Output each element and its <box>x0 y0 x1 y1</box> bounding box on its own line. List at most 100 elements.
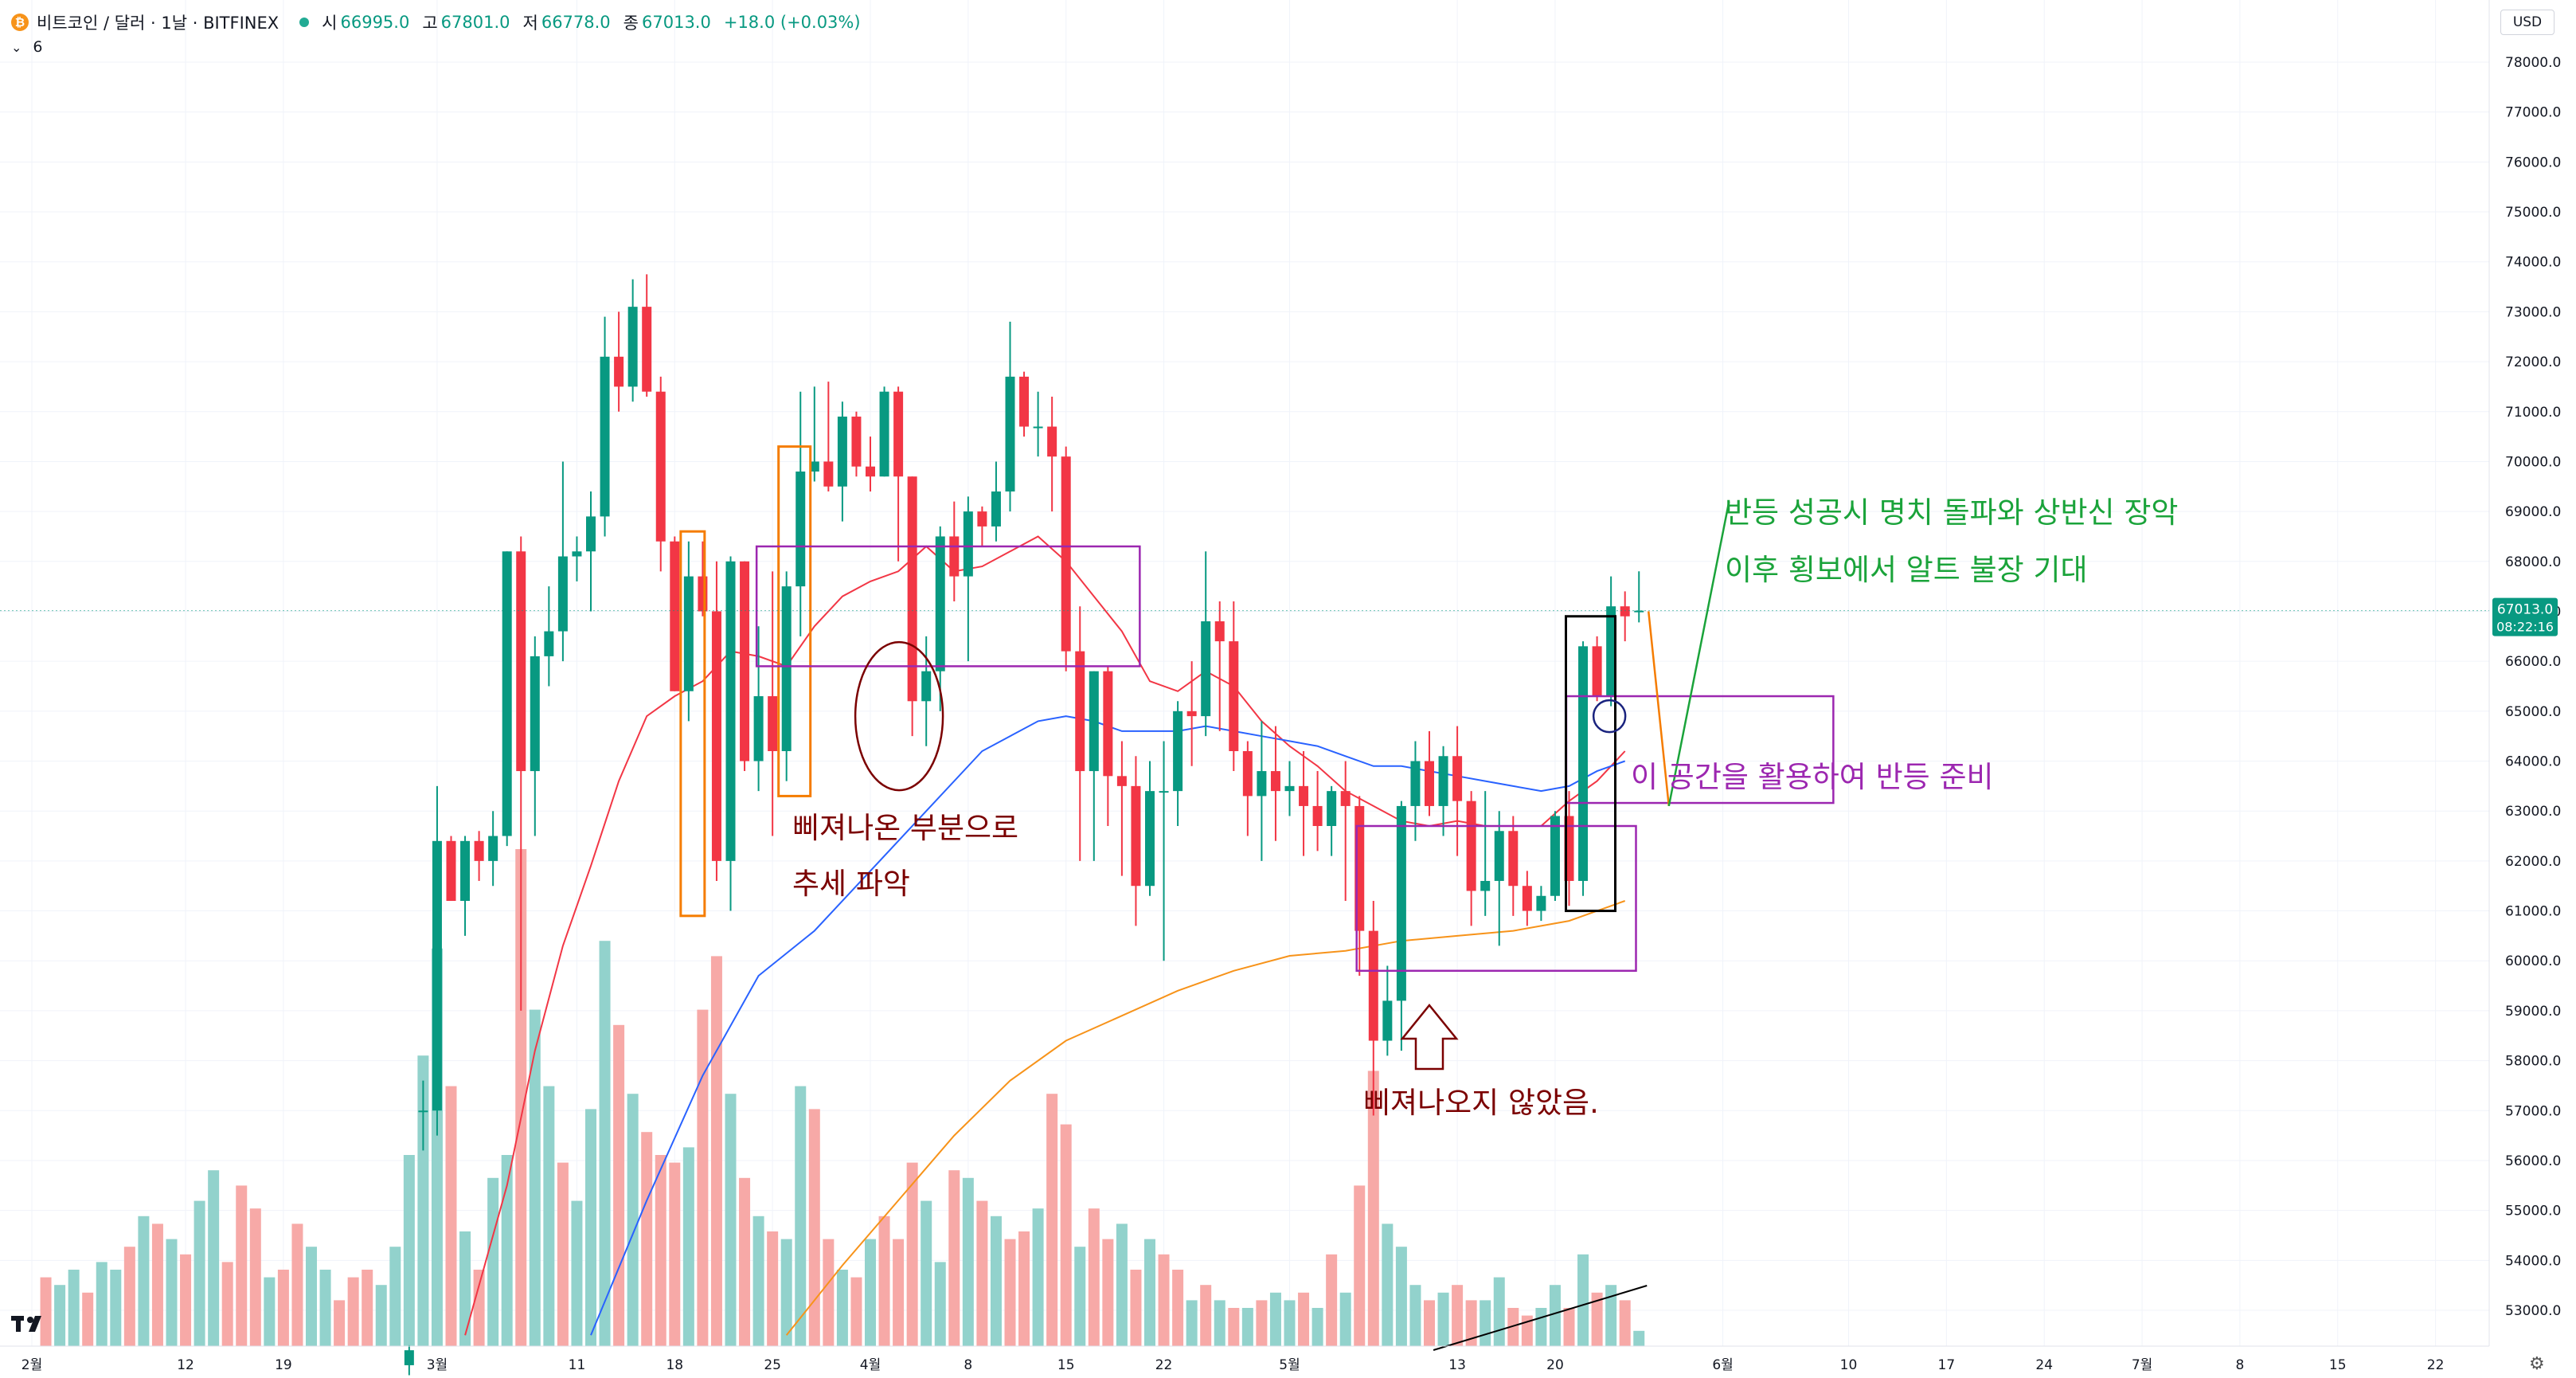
candle <box>1550 811 1560 901</box>
candle-body <box>782 586 792 751</box>
price-tick-label: 63000.0 <box>2505 804 2561 820</box>
time-tick-label: 4월 <box>860 1357 881 1373</box>
volume-bar <box>1144 1239 1155 1346</box>
low-label: 저 <box>523 10 538 34</box>
candle-body <box>1410 761 1420 806</box>
time-tick-label: 13 <box>1448 1357 1466 1373</box>
price-tick-label: 74000.0 <box>2505 255 2561 271</box>
candle-body <box>1382 1000 1392 1040</box>
candle <box>475 831 484 881</box>
candle <box>1159 741 1169 961</box>
candle-body <box>936 536 945 671</box>
candle-body <box>1495 831 1504 881</box>
price-axis[interactable]: 53000.0 54000.0 55000.0 56000.0 57000.0 58000… <box>2489 0 2561 1346</box>
candle <box>1382 966 1392 1056</box>
candle-body <box>628 307 638 386</box>
volume-bar <box>1409 1285 1421 1346</box>
symbol-title[interactable]: 비트코인 / 달러 · 1날 · BITFINEX <box>37 10 279 34</box>
candle-body <box>823 461 833 486</box>
time-tick-label: 12 <box>177 1357 194 1373</box>
candle-body <box>586 516 596 551</box>
candle <box>1201 551 1210 736</box>
candle-body <box>1006 377 1015 491</box>
candle <box>712 562 721 881</box>
candle <box>1047 397 1057 511</box>
candle-body <box>1201 621 1210 716</box>
up-arrow-icon <box>1402 1005 1456 1069</box>
time-tick-label: 6월 <box>1712 1357 1733 1373</box>
candle <box>405 1345 414 1376</box>
candle <box>1173 701 1182 826</box>
candle <box>1327 786 1336 856</box>
open-value: 66995.0 <box>340 13 409 32</box>
candle-body <box>1117 776 1127 786</box>
volume-bar <box>1089 1208 1100 1346</box>
candle-body <box>1369 931 1378 1041</box>
candle <box>1215 601 1225 731</box>
volume-bar <box>1550 1285 1561 1346</box>
candle-body <box>1145 791 1155 886</box>
change-value: +18.0 (+0.03%) <box>724 13 861 32</box>
candle-body <box>1341 791 1351 806</box>
tradingview-logo-icon[interactable] <box>11 1313 53 1335</box>
candle <box>1089 671 1099 861</box>
candle <box>866 436 875 491</box>
symbol-header[interactable]: ₿ 비트코인 / 달러 · 1날 · BITFINEX 시 66995.0 고 67… <box>11 10 874 35</box>
volume-bar <box>278 1270 289 1346</box>
volume-bar <box>110 1270 121 1346</box>
time-tick-label: 2월 <box>21 1357 42 1373</box>
volume-bar <box>1480 1300 1491 1346</box>
settings-gear-icon[interactable]: ⚙ <box>2529 1354 2545 1374</box>
candle <box>656 377 666 571</box>
candle <box>1634 571 1644 622</box>
volume-bar <box>809 1109 820 1346</box>
candle <box>1075 606 1085 861</box>
volume-bar <box>1605 1285 1616 1346</box>
candle-body <box>1620 606 1630 617</box>
price-tick-label: 70000.0 <box>2505 454 2561 470</box>
candle-body <box>572 551 581 556</box>
volume-bar <box>306 1247 317 1346</box>
candle <box>1145 761 1155 896</box>
volume-bar <box>1340 1293 1351 1346</box>
volume-bar <box>1200 1285 1211 1346</box>
candle-body <box>1019 377 1029 427</box>
volume-bar <box>250 1208 261 1346</box>
indicators-toggle[interactable]: ⌄ 6 <box>11 38 43 56</box>
candle-body <box>726 562 736 861</box>
candle <box>991 461 1001 541</box>
candle <box>1299 751 1308 856</box>
volume-bar <box>600 941 611 1346</box>
candle <box>1285 761 1295 816</box>
candle-body <box>432 841 442 1110</box>
volume-bar <box>1172 1270 1183 1346</box>
volume-bar <box>865 1239 876 1346</box>
price-tick-label: 53000.0 <box>2505 1303 2561 1319</box>
candle-body <box>740 562 749 761</box>
time-tick-label: 7월 <box>2132 1357 2152 1373</box>
volume-bar <box>138 1216 149 1346</box>
time-axis[interactable]: 2월 12 19 3월 11 18 25 4월 8 15 22 5월 13 20 6월 10 17 24 7월 8 15… <box>0 1346 2489 1373</box>
candle-body <box>866 467 875 477</box>
volume-bar <box>963 1178 974 1346</box>
volume-bar <box>991 1216 1002 1346</box>
candle <box>782 571 792 781</box>
candle-body <box>405 1350 414 1365</box>
volume-bar <box>697 1010 708 1346</box>
volume-bar <box>96 1262 107 1346</box>
price-tick-label: 72000.0 <box>2505 354 2561 370</box>
time-tick-label: 22 <box>2427 1357 2445 1373</box>
volume-bar <box>152 1223 163 1346</box>
grid-lines <box>0 0 2489 1346</box>
candle-body <box>1243 751 1253 796</box>
moving-average-lines <box>465 537 1625 1336</box>
candle <box>740 562 749 771</box>
volume-bar <box>1061 1125 1072 1346</box>
time-tick-label: 19 <box>275 1357 292 1373</box>
candle-body <box>614 357 623 387</box>
volume-bar <box>1535 1308 1546 1346</box>
currency-button[interactable]: USD <box>2500 10 2555 35</box>
blue-circle <box>1593 700 1625 732</box>
